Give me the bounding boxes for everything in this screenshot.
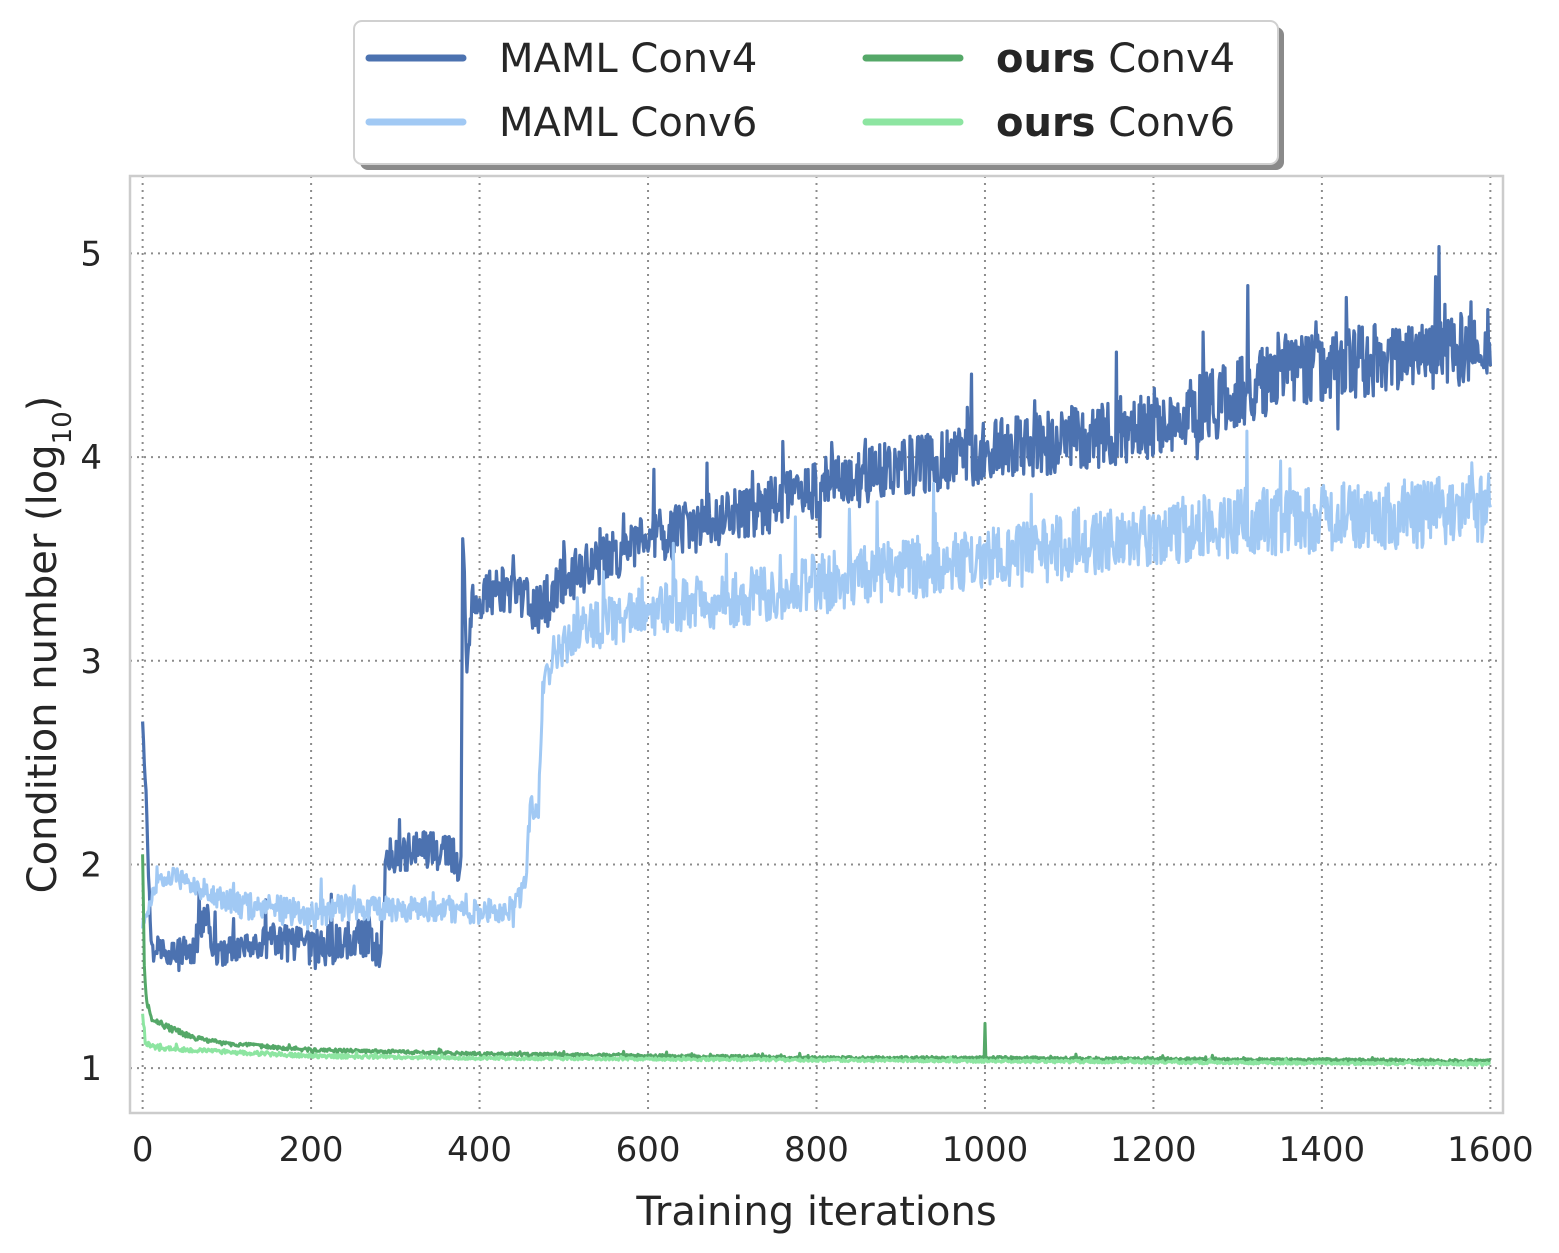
y-tick-label: 3 [80,642,102,682]
series-line-ours-conv6 [141,1013,1492,1068]
x-tick-label: 600 [616,1130,681,1170]
x-tick-label: 200 [279,1130,344,1170]
series-line-maml-conv6 [141,429,1492,931]
x-tick-label: 0 [132,1130,154,1170]
legend-label-maml-conv4: MAML Conv4 [499,36,757,82]
series-layer [141,245,1492,1068]
x-tick-label: 800 [784,1130,849,1170]
grid [130,176,1503,1113]
legend-label-ours-conv4: ours Conv4 [996,36,1235,82]
y-axis-label-main: Condition number (log [20,444,66,893]
y-axis-label-close: ) [20,396,66,412]
y-tick-label: 4 [80,438,102,478]
x-tick-label: 400 [447,1130,512,1170]
legend-label-text: Conv6 [1096,100,1236,146]
legend-label-maml-conv6: MAML Conv6 [499,100,757,146]
series-line-maml-conv4 [141,245,1492,973]
legend-label-text: MAML Conv6 [499,100,757,146]
x-axis-label: Training iterations [635,1189,996,1235]
x-tick-label: 1600 [1447,1130,1534,1170]
y-tick-label: 5 [80,234,102,274]
plot-frame [128,174,1505,1115]
y-axis-label-subscript: 10 [48,411,78,444]
legend-label-text: Conv4 [1096,36,1236,82]
y-tick-label: 2 [80,845,102,885]
tick-labels: 0 200 400 600 800 1000 1200 1400 1600 1 2 3 4 5 [80,234,1533,1170]
legend-label-ours-conv6: ours Conv6 [996,100,1235,146]
legend-label-text: MAML Conv4 [499,36,757,82]
y-tick-label: 1 [80,1049,102,1089]
legend-box [353,20,1279,165]
x-tick-label: 1200 [1110,1130,1197,1170]
legend-label-bold: ours [996,100,1096,146]
x-tick-label: 1000 [942,1130,1029,1170]
y-axis-label: Condition number (log10) [20,396,78,894]
x-tick-label: 1400 [1279,1130,1366,1170]
legend-label-bold: ours [996,36,1096,82]
